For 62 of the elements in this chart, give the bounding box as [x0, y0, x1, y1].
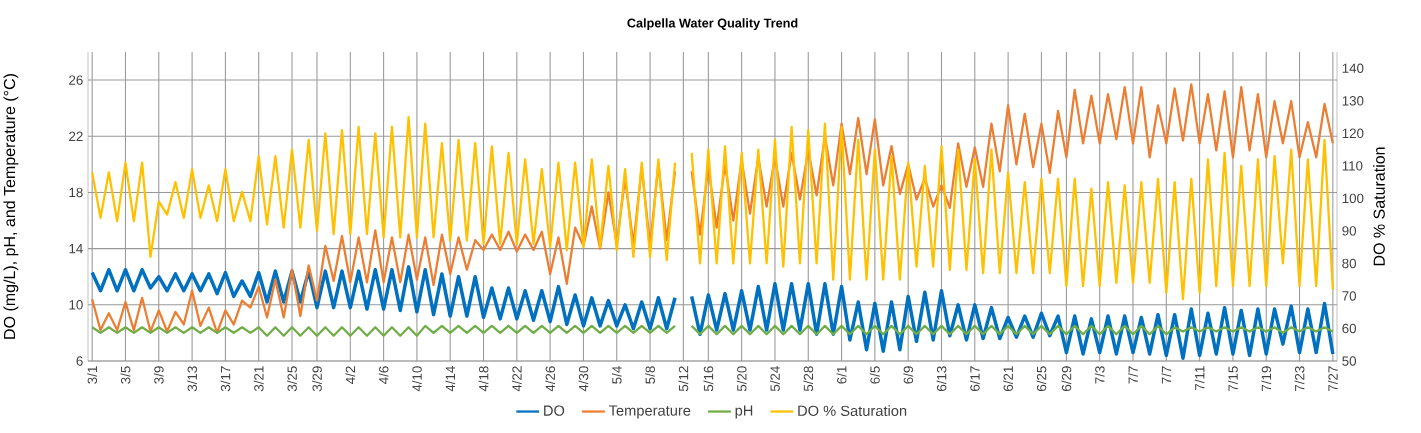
x-tick-label: 3/21: [253, 366, 264, 392]
y2-tick-label: 110: [1342, 161, 1363, 171]
y-tick-label: 26: [69, 75, 83, 85]
x-tick-label: 5/28: [803, 366, 814, 392]
legend-label: DO: [544, 405, 565, 416]
legend-label: DO % Saturation: [798, 405, 907, 416]
y-tick-label: 22: [69, 131, 83, 141]
x-tick-label: 4/2: [345, 366, 356, 384]
y-tick-label: 10: [69, 300, 83, 310]
legend-label: pH: [735, 405, 753, 419]
x-tick-label: 7/7: [1161, 366, 1172, 384]
x-tick-label: 3/5: [120, 366, 131, 384]
x-tick-label: 3/29: [312, 366, 322, 392]
y2-tick-label: 70: [1342, 291, 1357, 301]
x-tick-label: 6/5: [869, 366, 880, 384]
x-tick-label: 4/18: [478, 366, 489, 392]
y2-tick-label: 140: [1342, 63, 1364, 73]
legend-label: Temperature: [608, 405, 691, 419]
x-tick-label: 6/13: [936, 366, 947, 391]
x-tick-label: 7/19: [1261, 366, 1272, 391]
x-tick-label: 5/24: [770, 366, 780, 392]
y2-axis-title: DO % Saturation: [1373, 147, 1385, 266]
x-tick-label: 5/20: [736, 366, 747, 392]
x-tick-label: 4/14: [445, 366, 456, 392]
x-tick-label: 6/21: [1003, 366, 1013, 391]
x-tick-label: 4/6: [378, 366, 389, 384]
x-tick-label: 5/8: [645, 366, 655, 384]
x-tick-label: 7/11: [1194, 366, 1205, 390]
x-tick-label: 6/17: [969, 366, 980, 391]
x-tick-label: 3/9: [153, 366, 164, 384]
x-tick-label: 5/12: [678, 366, 689, 392]
x-tick-label: 5/4: [611, 366, 622, 384]
y2-tick-label: 50: [1342, 356, 1357, 366]
y2-tick-label: 120: [1342, 128, 1364, 139]
x-tick-label: 7/23: [1294, 366, 1305, 391]
y-tick-label: 6: [76, 356, 83, 366]
x-tick-label: 4/10: [412, 366, 422, 392]
chart-title: Calpella Water Quality Trend: [627, 18, 798, 31]
x-tick-label: 6/25: [1036, 366, 1047, 391]
y2-tick-label: 130: [1342, 96, 1364, 106]
y2-tick-label: 100: [1342, 193, 1364, 204]
x-tick-label: 6/1: [836, 366, 847, 384]
x-tick-label: 6/29: [1061, 366, 1072, 391]
x-tick-label: 7/15: [1228, 366, 1238, 391]
x-tick-label: 3/25: [287, 366, 297, 392]
x-tick-label: 4/30: [578, 366, 589, 392]
y-axis-title: DO (mg/L), pH, and Temperature (°C): [3, 74, 19, 339]
x-tick-label: 7/27: [1327, 366, 1338, 391]
y2-tick-label: 80: [1342, 258, 1357, 269]
y-tick-label: 14: [69, 244, 83, 254]
x-tick-label: 7/7: [1128, 366, 1138, 384]
x-tick-label: 4/22: [511, 366, 522, 392]
x-tick-label: 7/3: [1094, 366, 1105, 384]
x-tick-label: 5/16: [703, 366, 714, 392]
x-tick-label: 3/13: [187, 366, 197, 392]
y2-tick-label: 90: [1342, 226, 1357, 236]
y2-tick-label: 60: [1342, 323, 1357, 334]
x-tick-label: 3/1: [87, 366, 98, 384]
x-tick-label: 4/26: [545, 366, 556, 392]
y-tick-label: 18: [69, 187, 83, 198]
x-tick-label: 3/17: [220, 366, 231, 392]
x-tick-label: 6/9: [903, 366, 914, 384]
